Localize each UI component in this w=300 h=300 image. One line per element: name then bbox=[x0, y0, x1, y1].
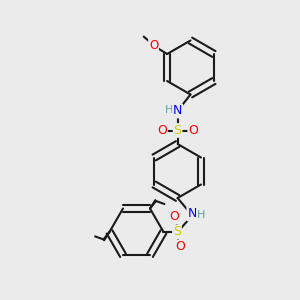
Text: O: O bbox=[157, 124, 167, 137]
Text: O: O bbox=[175, 240, 185, 254]
Text: S: S bbox=[173, 225, 181, 239]
Text: S: S bbox=[174, 124, 182, 137]
Text: O: O bbox=[188, 124, 198, 137]
Text: N: N bbox=[173, 104, 182, 118]
Text: O: O bbox=[170, 210, 179, 224]
Text: H: H bbox=[164, 105, 173, 115]
Text: O: O bbox=[149, 39, 158, 52]
Text: N: N bbox=[187, 207, 197, 220]
Text: H: H bbox=[197, 210, 205, 220]
